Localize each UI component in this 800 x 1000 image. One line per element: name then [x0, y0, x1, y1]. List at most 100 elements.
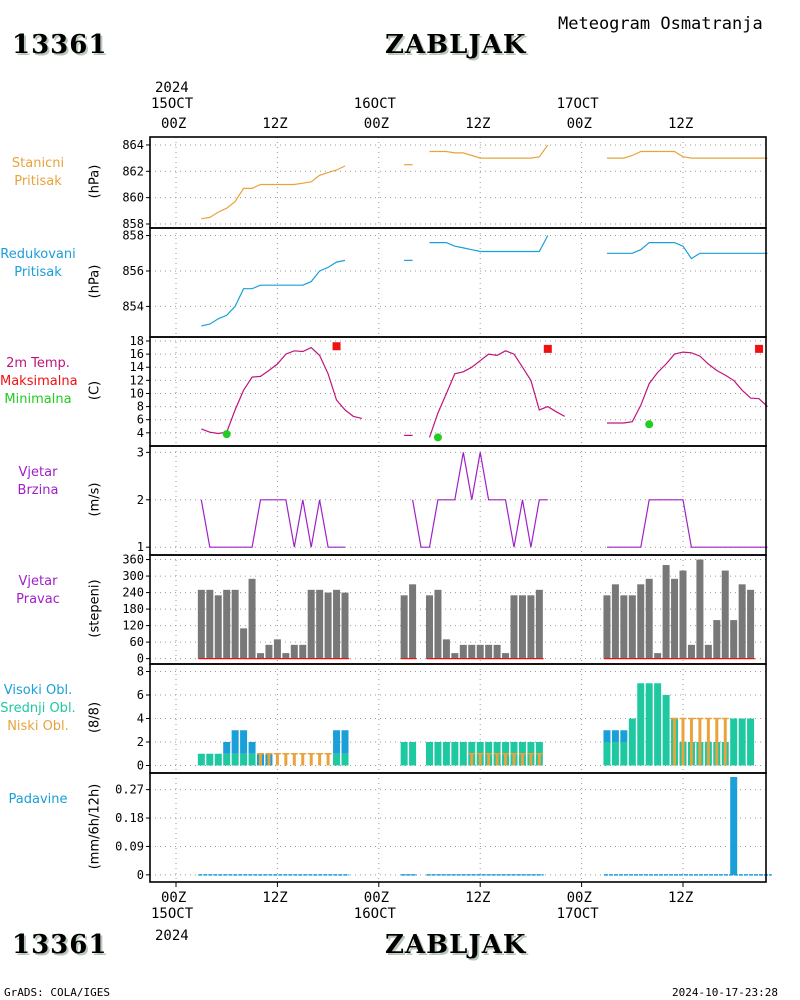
wind-dir-bar	[265, 644, 273, 659]
top-day-label: 15OCT	[151, 96, 194, 112]
mid-cloud-bar	[197, 753, 205, 766]
y-tick-label: 16	[130, 347, 144, 361]
wind-dir-bar	[299, 644, 307, 659]
mid-cloud-bar	[747, 718, 755, 766]
wind-dir-bar	[341, 592, 349, 659]
panel-p5: 0 60 120 180 240 300 360	[122, 553, 767, 666]
wind-dir-bar	[333, 589, 341, 659]
high-cloud-bar	[603, 730, 611, 742]
low-cloud-bar	[512, 753, 516, 766]
low-cloud-bar	[309, 753, 313, 766]
panel-p4: 1 2 3	[137, 445, 768, 556]
precip-bar	[730, 777, 738, 875]
low-cloud-bar	[284, 753, 288, 766]
y-tick-label: 3	[137, 445, 144, 459]
high-cloud-bar	[240, 730, 248, 754]
y-tick-label: 856	[122, 264, 144, 278]
max-temp-marker	[543, 344, 552, 353]
panel-label-line: Brzina	[17, 483, 59, 498]
mid-cloud-bar	[400, 741, 408, 766]
wind-dir-bar	[197, 589, 205, 659]
mid-cloud-bar	[603, 741, 611, 766]
low-cloud-bar	[706, 718, 710, 766]
low-cloud-bar	[681, 718, 685, 766]
panel-label-line: Srednji Obl.	[0, 701, 76, 716]
mid-cloud-bar	[451, 741, 459, 766]
wind-dir-bar	[713, 620, 721, 659]
bottom-tick-label: 12Z	[668, 890, 693, 906]
series-line	[607, 150, 768, 159]
low-cloud-bar	[487, 753, 491, 766]
wind-dir-bar	[459, 644, 467, 659]
mid-cloud-bar	[620, 741, 628, 766]
y-tick-label: 8	[137, 665, 144, 679]
wind-dir-bar	[290, 644, 298, 659]
panel-label-line: Pravac	[16, 592, 60, 607]
panel-frame	[149, 445, 767, 556]
panel-label-p6: Visoki Obl. Srednji Obl. Niski Obl.	[0, 682, 76, 736]
wind-dir-bar	[645, 578, 653, 659]
wind-dir-bar	[687, 644, 695, 659]
panel-label-line: Stanicni	[11, 156, 65, 171]
panel-p6: 0 2 4 6 8	[137, 663, 767, 774]
low-cloud-bar	[267, 753, 271, 766]
wind-dir-bar	[738, 584, 746, 659]
wind-dir-bar	[307, 589, 315, 659]
low-cloud-bar	[318, 753, 322, 766]
wind-dir-bar	[493, 644, 501, 659]
mid-cloud-bar	[654, 683, 662, 766]
series-line	[201, 259, 346, 327]
wind-dir-bar	[518, 595, 526, 659]
top-tick-label: 00Z	[364, 116, 389, 132]
wind-dir-bar	[721, 570, 729, 659]
max-temp-marker	[332, 342, 341, 351]
wind-dir-bar	[679, 570, 687, 659]
y-unit-p6: (8/8)	[87, 701, 103, 733]
y-tick-label: 854	[122, 299, 144, 313]
bottom-day-label: 15OCT	[151, 906, 194, 922]
y-tick-label: 862	[122, 164, 144, 178]
series-line	[607, 242, 768, 260]
panel-label-line: Vjetar	[18, 574, 58, 589]
panel-label-line: Redukovani	[0, 247, 76, 262]
mid-cloud-bar	[240, 753, 248, 766]
panel-label-line: Minimalna	[4, 392, 72, 407]
mid-cloud-bar	[637, 683, 645, 766]
wind-dir-bar	[282, 653, 290, 659]
y-tick-label: 8	[137, 400, 144, 414]
panel-label-line: Pritisak	[14, 265, 62, 280]
wind-dir-bar	[451, 653, 459, 659]
y-tick-label: 18	[130, 334, 144, 348]
low-cloud-bar	[292, 753, 296, 766]
low-cloud-bar	[698, 718, 702, 766]
y-unit-p2: (hPa)	[87, 264, 103, 298]
wind-dir-bar	[400, 595, 408, 659]
station-name-top: ZABLJAK	[385, 30, 527, 60]
mid-cloud-bar	[730, 718, 738, 766]
mid-cloud-bar	[611, 741, 619, 766]
wind-dir-bar	[240, 628, 248, 659]
y-unit-p7: (mm/6h/12h)	[87, 783, 103, 869]
wind-dir-bar	[324, 592, 332, 659]
series-line	[200, 499, 345, 548]
y-tick-label: 300	[122, 569, 144, 583]
panel-label-line: Pritisak	[14, 174, 62, 189]
wind-dir-bar	[223, 589, 231, 659]
mid-cloud-bar	[662, 695, 670, 766]
y-tick-label: 858	[122, 229, 144, 243]
bottom-tick-label: 00Z	[567, 890, 592, 906]
low-cloud-bar	[537, 753, 541, 766]
mid-cloud-bar	[409, 741, 417, 766]
series-line	[429, 144, 549, 159]
wind-dir-bar	[527, 595, 535, 659]
low-cloud-bar	[495, 753, 499, 766]
y-tick-label: 2	[137, 493, 144, 507]
panel-label-line: Maksimalna	[0, 374, 78, 389]
panel-frame	[149, 772, 767, 883]
mid-cloud-bar	[231, 753, 239, 766]
min-temp-marker	[433, 433, 442, 442]
wind-dir-bar	[316, 589, 324, 659]
low-cloud-bar	[478, 753, 482, 766]
y-tick-label: 864	[122, 138, 144, 152]
